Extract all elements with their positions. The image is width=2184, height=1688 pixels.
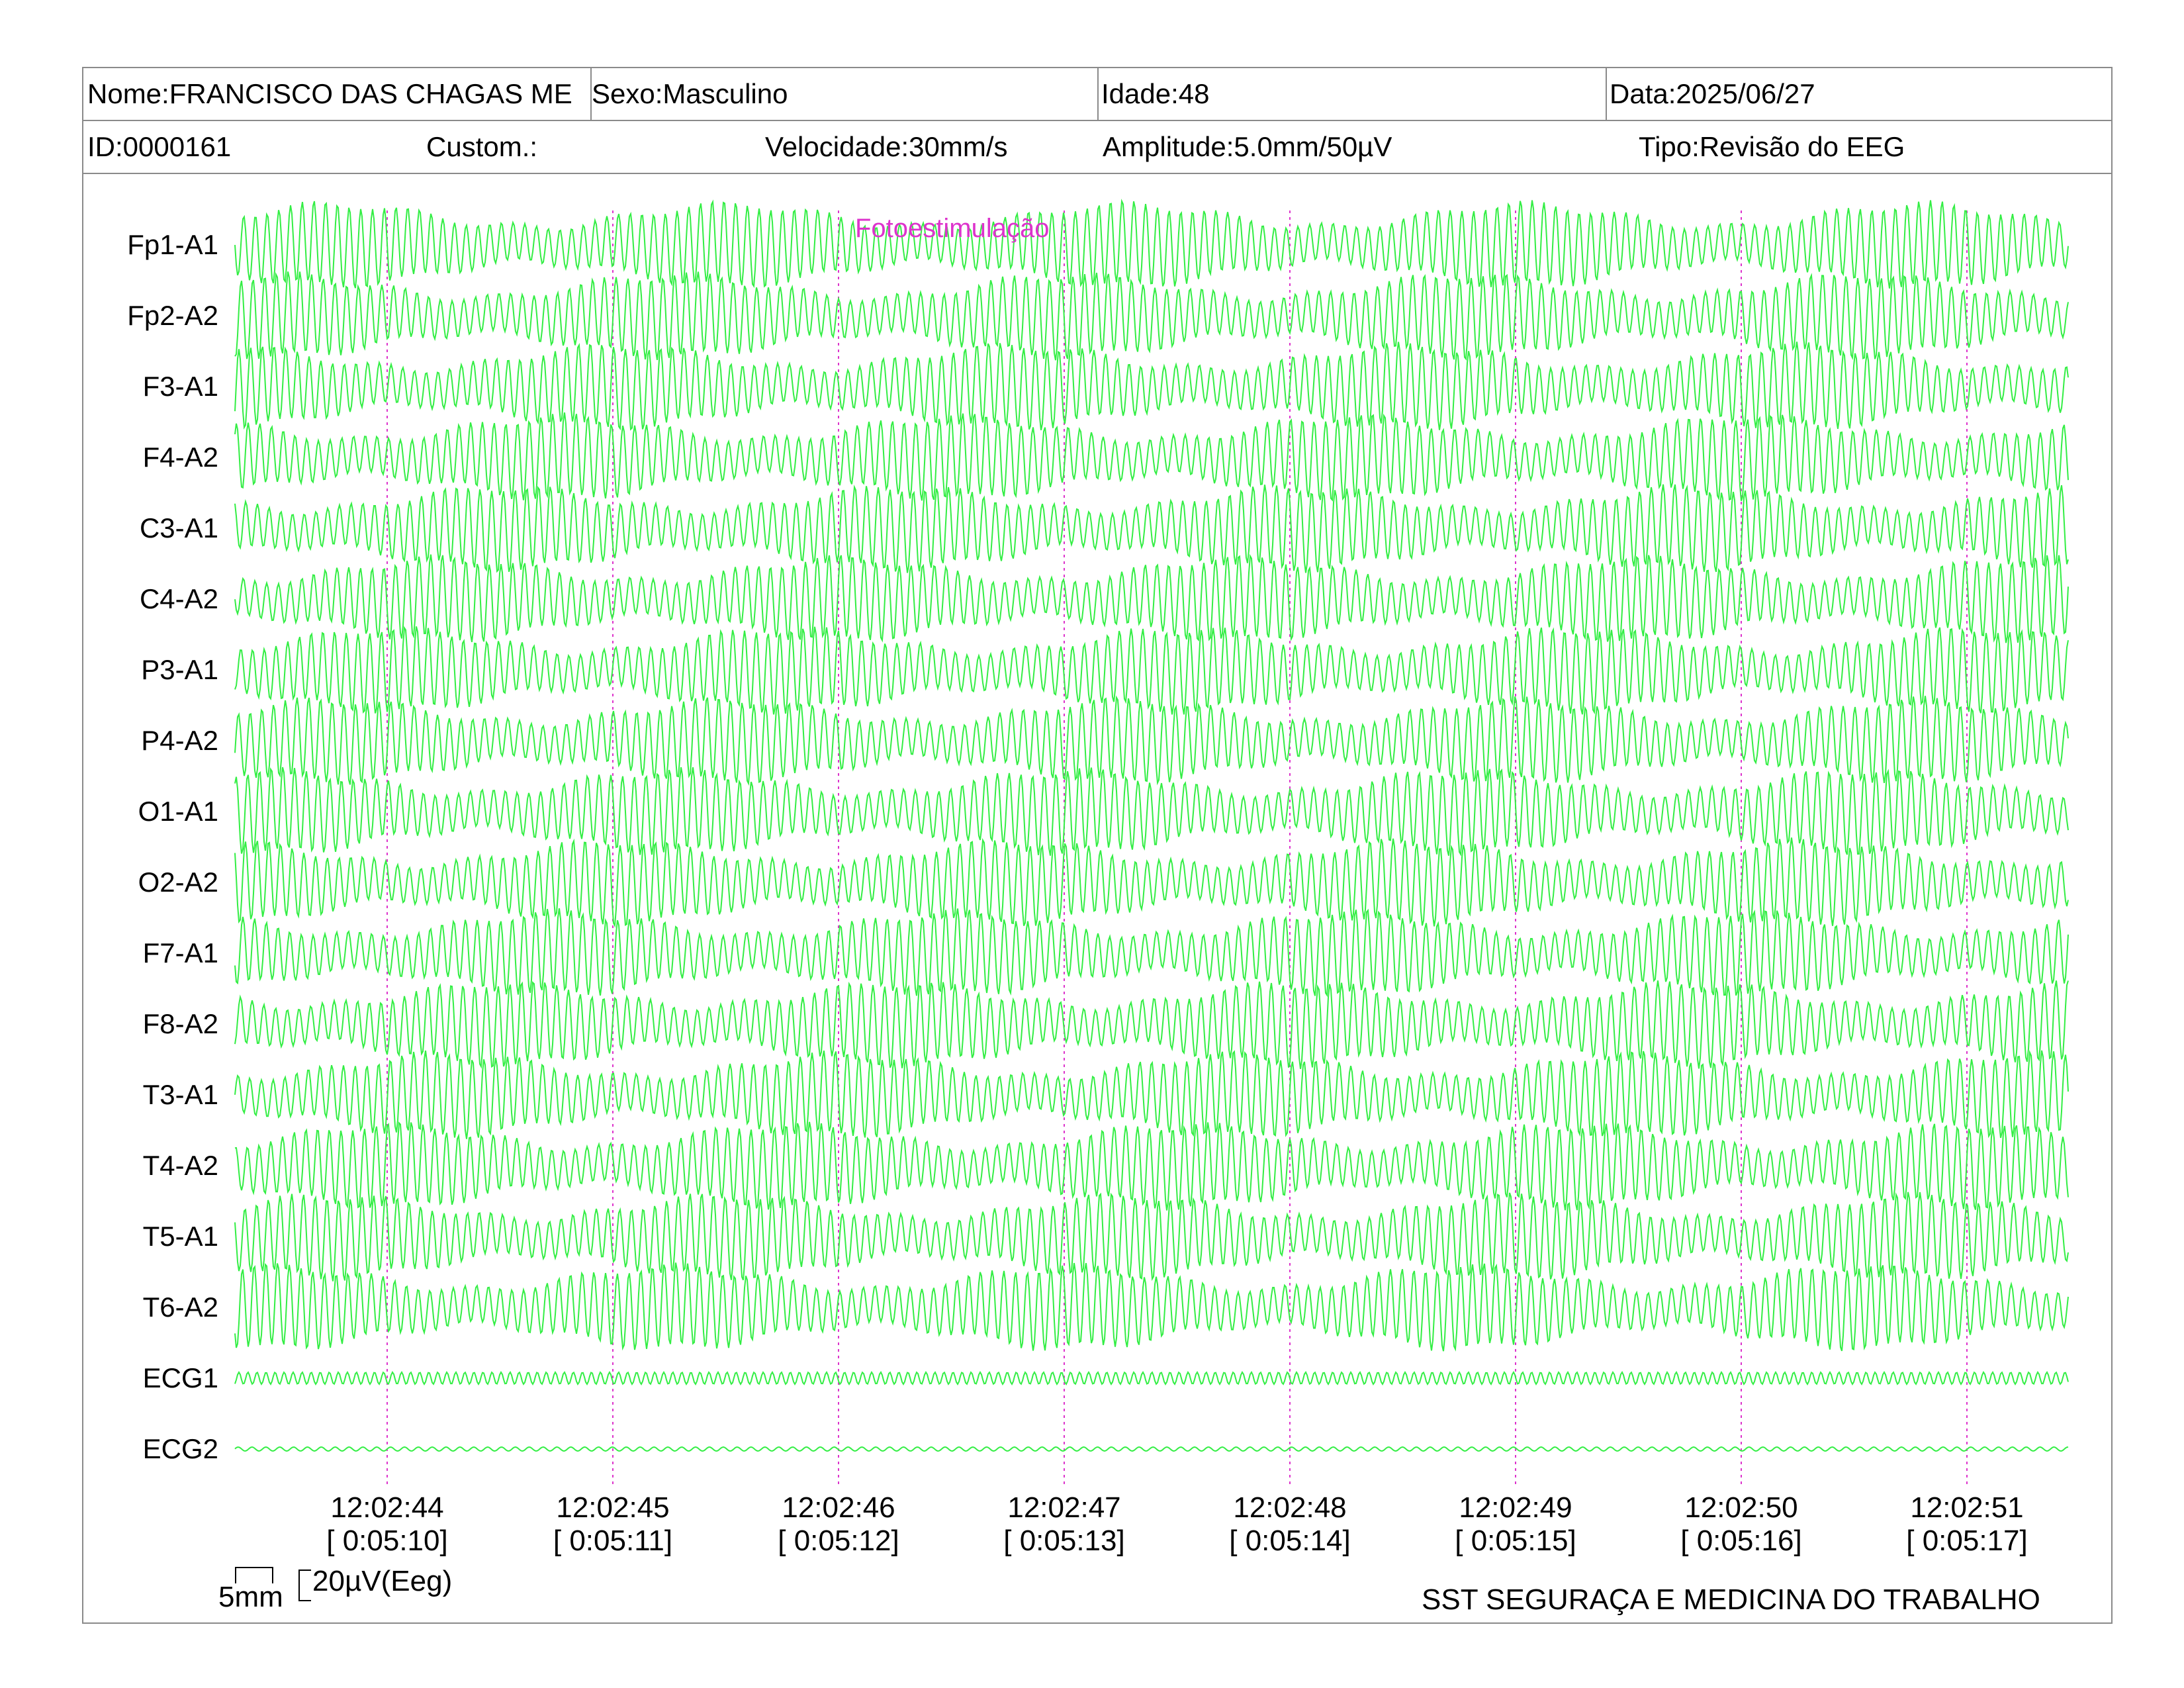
channel-label: C3-A1 xyxy=(140,512,218,543)
trace-c4-a2 xyxy=(234,553,2069,643)
amplitude-field: Amplitude:5.0mm/50µV xyxy=(1103,131,1392,162)
photostimulation-annotation: Fotoestimulação xyxy=(855,214,1049,243)
scale-time-bar xyxy=(235,1567,273,1583)
channel-label: ECG2 xyxy=(143,1433,218,1464)
trace-ecg2 xyxy=(234,1446,2069,1452)
trace-f8-a2 xyxy=(234,980,2069,1069)
trace-fp2-a2 xyxy=(234,271,2069,361)
header-row-patient: Nome:FRANCISCO DAS CHAGAS ME Sexo:Mascul… xyxy=(83,68,2111,121)
channel-label: O2-A2 xyxy=(138,867,218,898)
time-label-clock: 12:02:47 xyxy=(1007,1491,1120,1524)
exam-date: Data:2025/06/27 xyxy=(1606,68,2116,120)
trace-o1-a1 xyxy=(234,767,2069,857)
custom-field: Custom.: xyxy=(426,131,538,162)
channel-label: F4-A2 xyxy=(143,442,218,473)
channel-label: P4-A2 xyxy=(141,725,218,756)
time-label-clock: 12:02:49 xyxy=(1459,1491,1572,1524)
trace-o2-a2 xyxy=(234,837,2069,928)
trace-t5-a1 xyxy=(234,1192,2069,1282)
time-label-elapsed: [ 0:05:16] xyxy=(1680,1524,1801,1557)
time-label-elapsed: [ 0:05:17] xyxy=(1906,1524,2027,1557)
header-row-exam: ID:0000161 Custom.: Velocidade:30mm/s Am… xyxy=(83,121,2111,174)
time-label-clock: 12:02:46 xyxy=(782,1491,895,1524)
channel-label: Fp1-A1 xyxy=(127,229,218,260)
footer-company: SST SEGURAÇA E MEDICINA DO TRABALHO xyxy=(1422,1583,2040,1616)
report-frame: Nome:FRANCISCO DAS CHAGAS ME Sexo:Mascul… xyxy=(82,67,2113,1624)
trace-f4-a2 xyxy=(234,412,2069,502)
channel-label: O1-A1 xyxy=(138,796,218,827)
time-label-clock: 12:02:44 xyxy=(330,1491,443,1524)
channel-label: C4-A2 xyxy=(140,583,218,614)
time-label-clock: 12:02:51 xyxy=(1910,1491,2023,1524)
channel-label: T6-A2 xyxy=(143,1291,218,1323)
trace-t6-a2 xyxy=(234,1262,2069,1352)
trace-c3-a1 xyxy=(234,484,2069,573)
channel-label: F7-A1 xyxy=(143,937,218,968)
trace-t3-a1 xyxy=(234,1050,2069,1139)
time-label-elapsed: [ 0:05:14] xyxy=(1229,1524,1350,1557)
time-label-elapsed: [ 0:05:15] xyxy=(1455,1524,1576,1557)
scale-amplitude-label: 20µV(Eeg) xyxy=(312,1565,453,1597)
trace-ecg1 xyxy=(234,1370,2069,1386)
speed-field: Velocidade:30mm/s xyxy=(765,131,1008,162)
trace-p3-a1 xyxy=(234,626,2069,715)
patient-name: Nome:FRANCISCO DAS CHAGAS ME xyxy=(87,78,572,109)
patient-id: ID:0000161 xyxy=(87,131,232,162)
time-label-elapsed: [ 0:05:11] xyxy=(553,1524,672,1557)
channel-label: P3-A1 xyxy=(141,654,218,685)
time-label-clock: 12:02:50 xyxy=(1684,1491,1797,1524)
time-label-elapsed: [ 0:05:10] xyxy=(326,1524,447,1557)
channel-label: T4-A2 xyxy=(143,1150,218,1181)
time-label-elapsed: [ 0:05:12] xyxy=(778,1524,899,1557)
scale-time-label: 5mm xyxy=(218,1581,283,1613)
channel-label: ECG1 xyxy=(143,1362,218,1393)
trace-fp1-a1 xyxy=(234,199,2069,289)
channel-label: F3-A1 xyxy=(143,371,218,402)
time-label-clock: 12:02:45 xyxy=(556,1491,669,1524)
channel-label: F8-A2 xyxy=(143,1008,218,1039)
channel-label: T3-A1 xyxy=(143,1079,218,1110)
channel-label: T5-A1 xyxy=(143,1221,218,1252)
trace-f3-a1 xyxy=(234,342,2069,431)
trace-p4-a2 xyxy=(234,695,2069,786)
time-label-clock: 12:02:48 xyxy=(1233,1491,1346,1524)
channel-label: Fp2-A2 xyxy=(127,300,218,331)
type-field: Tipo:Revisão do EEG xyxy=(1639,131,1905,162)
time-label-elapsed: [ 0:05:13] xyxy=(1003,1524,1124,1557)
patient-sex: Sexo:Masculino xyxy=(590,68,1099,120)
scale-amplitude-bar xyxy=(298,1570,311,1601)
patient-age: Idade:48 xyxy=(1097,68,1610,120)
trace-f7-a1 xyxy=(234,908,2069,998)
trace-t4-a2 xyxy=(234,1121,2069,1211)
